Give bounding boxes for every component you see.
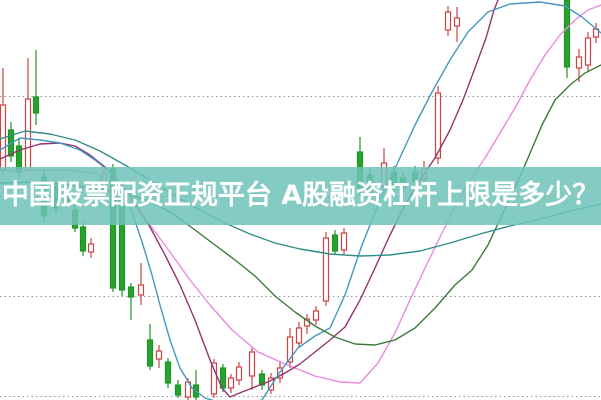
candle-body — [227, 377, 235, 389]
candle-body — [331, 234, 339, 252]
ma-teal-line — [0, 130, 601, 257]
candle-body — [322, 237, 330, 302]
candle-body — [258, 373, 266, 386]
candle-body — [434, 92, 442, 159]
candle-body — [563, 0, 571, 68]
candle-body — [584, 37, 592, 66]
candle-body — [453, 17, 461, 27]
candle-body — [174, 384, 182, 396]
candle-body — [267, 377, 275, 391]
candle-body — [137, 284, 145, 296]
candle-body — [87, 243, 95, 253]
candle-body — [146, 339, 154, 367]
candle-body — [210, 362, 218, 395]
candle-body — [155, 350, 163, 360]
headline-text: 中国股票配资正规平台 A股融资杠杆上限是多少？ — [1, 179, 600, 211]
candle-body — [219, 367, 227, 389]
candle-body — [32, 96, 40, 114]
candle-body — [248, 351, 256, 377]
ma-purple-line — [0, 0, 499, 398]
candle-body — [79, 226, 87, 252]
candle-body — [295, 327, 303, 344]
candle-body — [286, 336, 294, 363]
candle-body — [24, 98, 32, 171]
headline-band: 中国股票配资正规平台 A股融资杠杆上限是多少？ — [0, 167, 601, 225]
candle-body — [444, 11, 452, 31]
candle-body — [575, 56, 583, 69]
candle-body — [164, 361, 172, 384]
candle-body — [127, 286, 135, 298]
candle-body — [340, 232, 348, 251]
candle-body — [235, 366, 243, 381]
candle-body — [312, 310, 320, 321]
